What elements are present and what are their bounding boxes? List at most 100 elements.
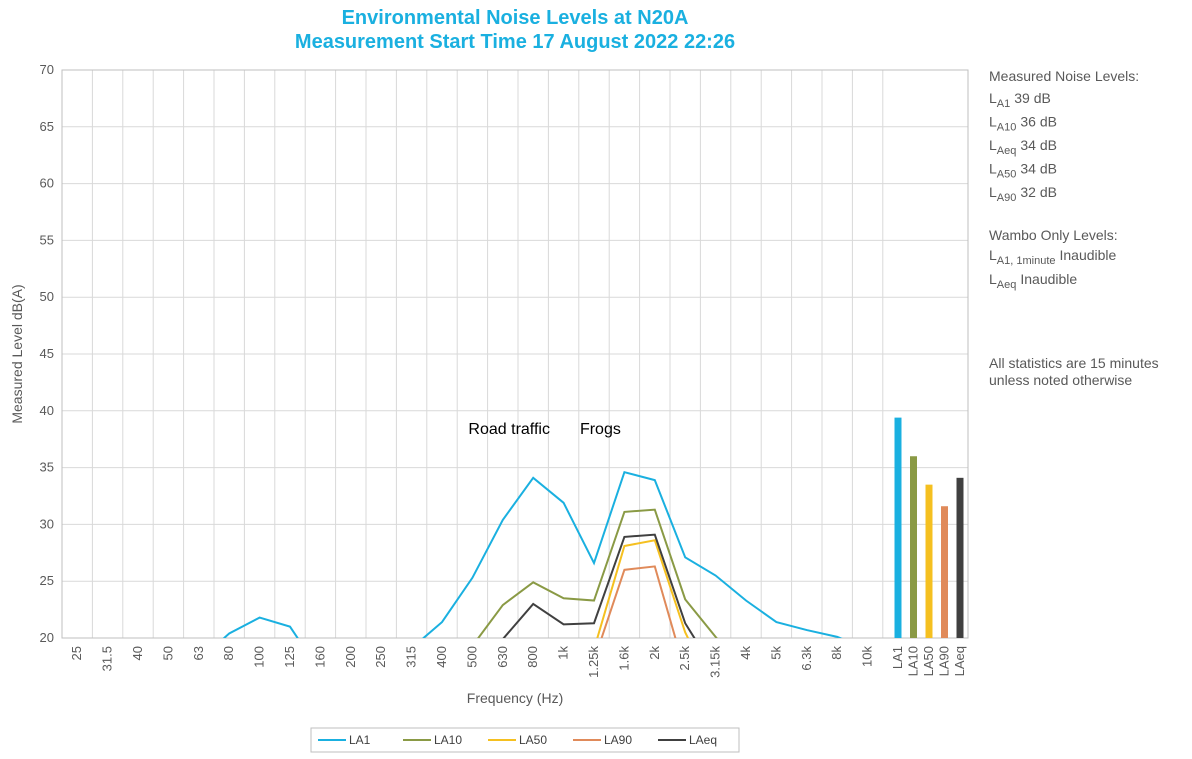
x-tick-label: 160 (312, 646, 327, 668)
line-series (502, 533, 696, 638)
x-tick-label: 200 (343, 646, 358, 668)
x-tick-label: 5k (768, 646, 783, 660)
side-level: LA1, 1minute Inaudible (989, 247, 1117, 267)
legend-label: LA1 (349, 733, 371, 747)
side-level: LA50 34 dB (989, 161, 1057, 181)
annotation: Road traffic (468, 421, 550, 438)
x-tick-label: 125 (282, 646, 297, 668)
x-tick-label: 63 (191, 646, 206, 660)
level-value: 39 dB (1014, 90, 1051, 106)
x-tick-label: 500 (464, 646, 479, 668)
x-tick-label: 3.15k (708, 646, 723, 678)
x-tick-label: 8k (829, 646, 844, 660)
x-tick-label: 100 (252, 646, 267, 668)
bar (910, 456, 917, 638)
y-tick-label: 50 (40, 289, 54, 304)
y-tick-label: 20 (40, 630, 54, 645)
bar (956, 477, 964, 638)
side-level: LAeq 34 dB (989, 137, 1057, 157)
x-tick-label: 4k (738, 646, 753, 660)
level-value: 32 dB (1020, 184, 1057, 200)
bar (941, 506, 948, 638)
symbol: L (989, 247, 997, 263)
x-tick-label: 50 (160, 646, 175, 660)
side-level: LA1 39 dB (989, 90, 1051, 110)
x-tick-label: 250 (373, 646, 388, 668)
line-series (477, 508, 718, 638)
subscript: A90 (997, 192, 1017, 204)
x-tick-label: 630 (495, 646, 510, 668)
lines (222, 470, 843, 638)
symbol: L (989, 90, 997, 106)
x-tick-label: 1k (556, 646, 571, 660)
level-value: 34 dB (1020, 137, 1057, 153)
line-series (600, 565, 677, 638)
side-note: All statistics are 15 minutes (989, 355, 1159, 371)
line-series (222, 470, 843, 638)
x-tick-label: 2.5k (677, 646, 692, 671)
y-axis-label: Measured Level dB(A) (9, 284, 25, 423)
legend-box (310, 727, 740, 753)
chart-title: Environmental Noise Levels at N20A (342, 7, 689, 29)
bar-label: LA1 (890, 646, 905, 669)
side-level: LAeq Inaudible (989, 271, 1077, 291)
y-tick-label: 65 (40, 119, 54, 134)
symbol: L (989, 184, 997, 200)
x-tick-label: 25 (69, 646, 84, 660)
x-tick-label: 40 (130, 646, 145, 660)
bar-label: LA10 (906, 646, 921, 676)
symbol: L (989, 114, 997, 130)
x-tick-label: 400 (434, 646, 449, 668)
side-level: LA90 32 dB (989, 184, 1057, 204)
x-tick-label: 315 (404, 646, 419, 668)
bar-label: LA90 (937, 646, 952, 676)
legend-label: LAeq (689, 733, 717, 747)
level-value: 34 dB (1020, 161, 1057, 177)
x-tick-label: 80 (221, 646, 236, 660)
y-tick-label: 60 (40, 176, 54, 191)
y-tick-label: 70 (40, 62, 54, 77)
symbol: L (989, 271, 997, 287)
legend-label: LA50 (519, 733, 547, 747)
subscript: A1, 1minute (997, 255, 1056, 267)
x-tick-label: 31.5 (100, 646, 115, 671)
level-value: Inaudible (1020, 271, 1077, 287)
y-tick-label: 35 (40, 460, 54, 475)
x-tick-label: 2k (647, 646, 662, 660)
legend-label: LA90 (604, 733, 632, 747)
subscript: A10 (997, 122, 1017, 134)
symbol: L (989, 137, 997, 153)
y-tick-label: 45 (40, 346, 54, 361)
x-axis-label: Frequency (Hz) (467, 690, 563, 706)
subscript: Aeq (997, 279, 1017, 291)
x-tick-label: 800 (525, 646, 540, 668)
bar-label: LAeq (952, 646, 967, 676)
chart-subtitle: Measurement Start Time 17 August 2022 22… (295, 31, 735, 53)
annotation: Frogs (580, 421, 621, 438)
side-heading: Measured Noise Levels: (989, 68, 1139, 84)
side-level: LA10 36 dB (989, 114, 1057, 134)
y-tick-label: 40 (40, 403, 54, 418)
bar-label: LA50 (921, 646, 936, 676)
x-tick-label: 6.3k (799, 646, 814, 671)
y-tick-label: 25 (40, 573, 54, 588)
x-tick-label: 10k (860, 646, 875, 667)
bar (925, 484, 933, 638)
x-tick-label: 1.6k (616, 646, 631, 671)
y-tick-label: 30 (40, 516, 54, 531)
x-tick-label: 1.25k (586, 646, 601, 678)
plot-frame (61, 69, 969, 639)
y-tick-label: 55 (40, 232, 54, 247)
bar (894, 417, 902, 638)
legend-label: LA10 (434, 733, 462, 747)
level-value: Inaudible (1060, 247, 1117, 263)
side-note: unless noted otherwise (989, 372, 1132, 388)
level-value: 36 dB (1020, 114, 1057, 130)
subscript: A1 (997, 98, 1010, 110)
subscript: Aeq (997, 145, 1017, 157)
symbol: L (989, 161, 997, 177)
subscript: A50 (997, 169, 1017, 181)
side-heading: Wambo Only Levels: (989, 227, 1118, 243)
line-series (596, 539, 690, 638)
